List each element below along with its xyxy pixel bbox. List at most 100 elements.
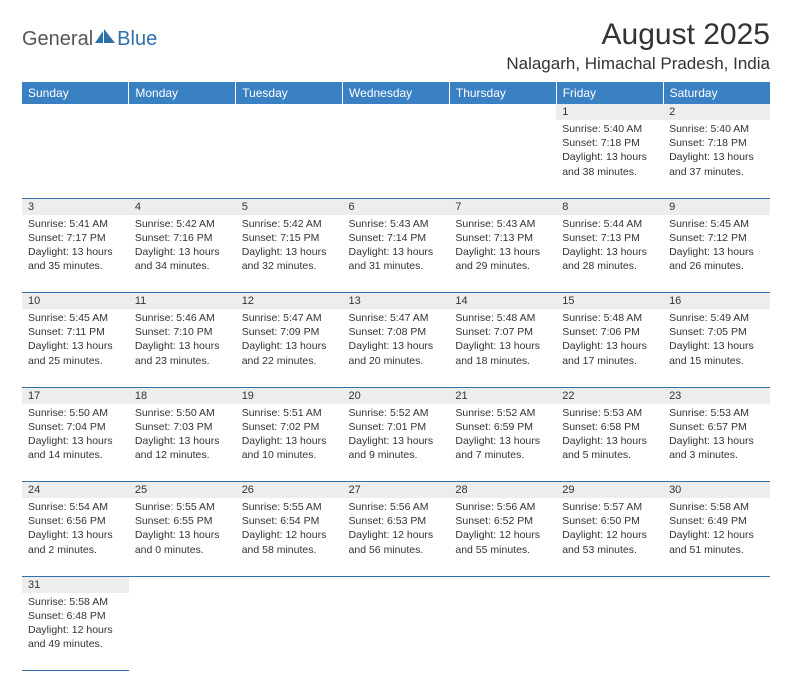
day-cell [663, 593, 770, 671]
sunrise-text: Sunrise: 5:47 AM [242, 311, 337, 325]
day-number: 7 [449, 198, 556, 215]
day-cell [343, 120, 450, 198]
daylight-text: and 15 minutes. [669, 354, 764, 368]
daylight-text: Daylight: 12 hours [349, 528, 444, 542]
day-cell: Sunrise: 5:49 AMSunset: 7:05 PMDaylight:… [663, 309, 770, 387]
day-cell: Sunrise: 5:52 AMSunset: 7:01 PMDaylight:… [343, 404, 450, 482]
daylight-text: Daylight: 12 hours [455, 528, 550, 542]
sunset-text: Sunset: 7:09 PM [242, 325, 337, 339]
day-details: Sunrise: 5:57 AMSunset: 6:50 PMDaylight:… [556, 498, 663, 561]
sunset-text: Sunset: 6:50 PM [562, 514, 657, 528]
weekday-header: Friday [556, 82, 663, 104]
logo-text-general: General [22, 28, 93, 51]
daylight-text: Daylight: 13 hours [242, 339, 337, 353]
sunrise-text: Sunrise: 5:55 AM [135, 500, 230, 514]
day-number: 4 [129, 198, 236, 215]
daynum-row: 12 [22, 104, 770, 120]
weekday-header: Tuesday [236, 82, 343, 104]
day-details: Sunrise: 5:40 AMSunset: 7:18 PMDaylight:… [663, 120, 770, 183]
day-number: 5 [236, 198, 343, 215]
location-text: Nalagarh, Himachal Pradesh, India [506, 54, 770, 74]
day-cell: Sunrise: 5:54 AMSunset: 6:56 PMDaylight:… [22, 498, 129, 576]
daylight-text: and 38 minutes. [562, 165, 657, 179]
day-number: 31 [22, 576, 129, 593]
day-number: 13 [343, 293, 450, 310]
weekday-header: Thursday [449, 82, 556, 104]
calendar-page: General Blue August 2025 Nalagarh, Himac… [0, 0, 792, 689]
sunset-text: Sunset: 7:05 PM [669, 325, 764, 339]
day-cell: Sunrise: 5:47 AMSunset: 7:08 PMDaylight:… [343, 309, 450, 387]
daylight-text: and 2 minutes. [28, 543, 123, 557]
day-details: Sunrise: 5:51 AMSunset: 7:02 PMDaylight:… [236, 404, 343, 467]
day-number: 12 [236, 293, 343, 310]
day-number: 6 [343, 198, 450, 215]
sunset-text: Sunset: 6:57 PM [669, 420, 764, 434]
sunrise-text: Sunrise: 5:46 AM [135, 311, 230, 325]
day-cell: Sunrise: 5:55 AMSunset: 6:55 PMDaylight:… [129, 498, 236, 576]
day-cell: Sunrise: 5:53 AMSunset: 6:58 PMDaylight:… [556, 404, 663, 482]
sunrise-text: Sunrise: 5:57 AM [562, 500, 657, 514]
day-cell: Sunrise: 5:48 AMSunset: 7:06 PMDaylight:… [556, 309, 663, 387]
day-cell: Sunrise: 5:56 AMSunset: 6:53 PMDaylight:… [343, 498, 450, 576]
sunrise-text: Sunrise: 5:58 AM [28, 595, 123, 609]
day-cell: Sunrise: 5:52 AMSunset: 6:59 PMDaylight:… [449, 404, 556, 482]
sunset-text: Sunset: 7:02 PM [242, 420, 337, 434]
day-details: Sunrise: 5:49 AMSunset: 7:05 PMDaylight:… [663, 309, 770, 372]
sunset-text: Sunset: 6:54 PM [242, 514, 337, 528]
sunset-text: Sunset: 7:12 PM [669, 231, 764, 245]
day-number: 15 [556, 293, 663, 310]
day-number: 17 [22, 387, 129, 404]
day-number [22, 104, 129, 120]
day-cell: Sunrise: 5:57 AMSunset: 6:50 PMDaylight:… [556, 498, 663, 576]
day-number: 23 [663, 387, 770, 404]
sunset-text: Sunset: 6:52 PM [455, 514, 550, 528]
daynum-row: 24252627282930 [22, 482, 770, 499]
sunrise-text: Sunrise: 5:42 AM [135, 217, 230, 231]
daylight-text: Daylight: 13 hours [669, 150, 764, 164]
detail-row: Sunrise: 5:40 AMSunset: 7:18 PMDaylight:… [22, 120, 770, 198]
day-details: Sunrise: 5:42 AMSunset: 7:16 PMDaylight:… [129, 215, 236, 278]
daylight-text: and 5 minutes. [562, 448, 657, 462]
day-details: Sunrise: 5:56 AMSunset: 6:53 PMDaylight:… [343, 498, 450, 561]
sunset-text: Sunset: 7:08 PM [349, 325, 444, 339]
day-cell: Sunrise: 5:47 AMSunset: 7:09 PMDaylight:… [236, 309, 343, 387]
day-number [343, 104, 450, 120]
day-cell [343, 593, 450, 671]
day-details: Sunrise: 5:41 AMSunset: 7:17 PMDaylight:… [22, 215, 129, 278]
day-details: Sunrise: 5:45 AMSunset: 7:11 PMDaylight:… [22, 309, 129, 372]
day-number: 11 [129, 293, 236, 310]
sunset-text: Sunset: 7:04 PM [28, 420, 123, 434]
day-number: 18 [129, 387, 236, 404]
sunrise-text: Sunrise: 5:44 AM [562, 217, 657, 231]
day-details: Sunrise: 5:52 AMSunset: 7:01 PMDaylight:… [343, 404, 450, 467]
day-number: 2 [663, 104, 770, 120]
daylight-text: and 17 minutes. [562, 354, 657, 368]
header: General Blue August 2025 Nalagarh, Himac… [22, 18, 770, 74]
day-details: Sunrise: 5:55 AMSunset: 6:55 PMDaylight:… [129, 498, 236, 561]
day-number: 22 [556, 387, 663, 404]
daylight-text: and 49 minutes. [28, 637, 123, 651]
daylight-text: and 31 minutes. [349, 259, 444, 273]
day-details: Sunrise: 5:50 AMSunset: 7:04 PMDaylight:… [22, 404, 129, 467]
day-number [449, 104, 556, 120]
logo-text-blue: Blue [117, 28, 157, 51]
sunset-text: Sunset: 7:18 PM [562, 136, 657, 150]
sunset-text: Sunset: 7:13 PM [562, 231, 657, 245]
sunset-text: Sunset: 7:15 PM [242, 231, 337, 245]
sunrise-text: Sunrise: 5:41 AM [28, 217, 123, 231]
daylight-text: Daylight: 13 hours [669, 245, 764, 259]
day-cell: Sunrise: 5:42 AMSunset: 7:16 PMDaylight:… [129, 215, 236, 293]
daylight-text: Daylight: 12 hours [669, 528, 764, 542]
sunset-text: Sunset: 7:06 PM [562, 325, 657, 339]
daylight-text: Daylight: 13 hours [135, 339, 230, 353]
day-cell: Sunrise: 5:43 AMSunset: 7:13 PMDaylight:… [449, 215, 556, 293]
sunrise-text: Sunrise: 5:45 AM [28, 311, 123, 325]
daylight-text: Daylight: 13 hours [562, 339, 657, 353]
daylight-text: Daylight: 13 hours [669, 434, 764, 448]
daylight-text: and 3 minutes. [669, 448, 764, 462]
day-number [129, 104, 236, 120]
sunrise-text: Sunrise: 5:42 AM [242, 217, 337, 231]
daylight-text: Daylight: 13 hours [135, 434, 230, 448]
day-details: Sunrise: 5:47 AMSunset: 7:08 PMDaylight:… [343, 309, 450, 372]
detail-row: Sunrise: 5:58 AMSunset: 6:48 PMDaylight:… [22, 593, 770, 671]
